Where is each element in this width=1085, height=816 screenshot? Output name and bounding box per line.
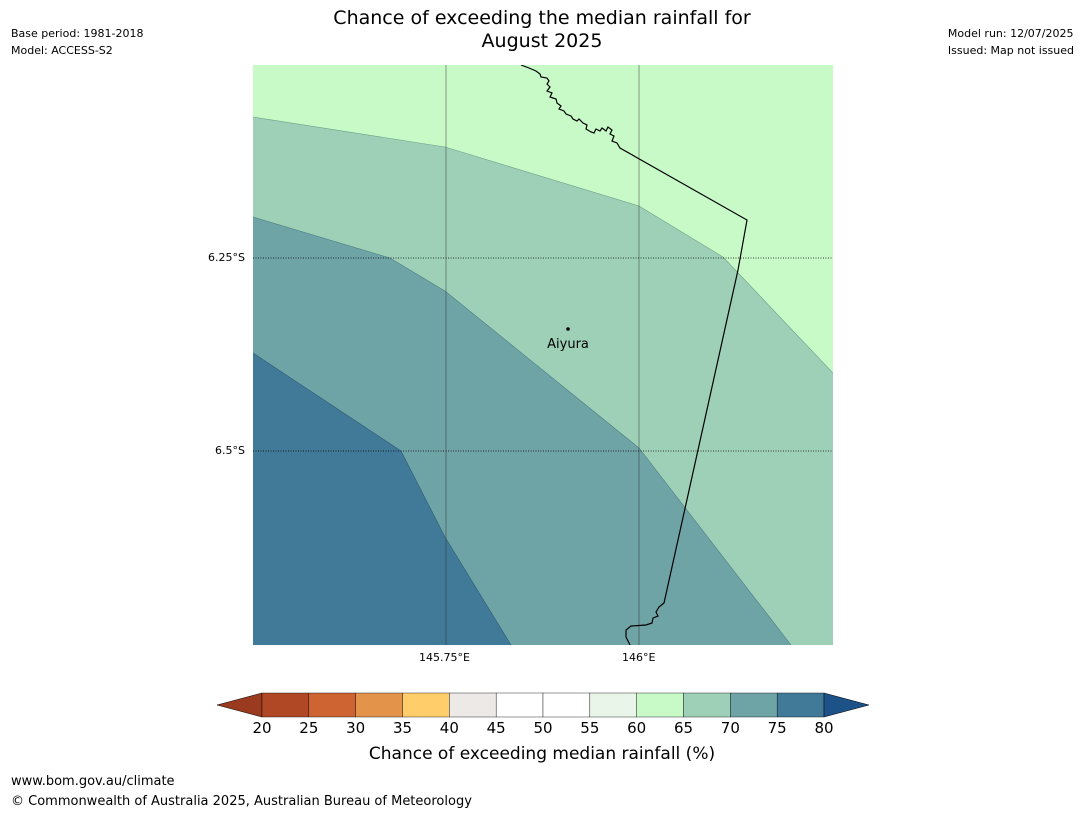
colorbar-tick-label: 35 xyxy=(392,719,413,737)
map-title: Chance of exceeding the median rainfall … xyxy=(242,7,842,53)
colorbar-tick-label: 70 xyxy=(720,719,740,737)
lon-label-145-75: 145.75°E xyxy=(419,651,470,664)
lat-label-6-25: 6.25°S xyxy=(208,251,245,264)
place-marker xyxy=(566,327,570,331)
rainfall-map: Aiyura xyxy=(253,65,833,645)
colorbar-tick-label: 75 xyxy=(767,719,787,737)
lat-label-6-5: 6.5°S xyxy=(215,444,245,457)
colorbar-segment xyxy=(355,692,403,718)
colorbar-extend-high xyxy=(823,692,870,718)
meta-right: Model run: 12/07/2025 Issued: Map not is… xyxy=(948,25,1074,59)
colorbar-tick-label: 45 xyxy=(486,719,506,737)
colorbar-tick-label: 55 xyxy=(580,719,600,737)
issued-status: Issued: Map not issued xyxy=(947,44,1074,57)
place-label: Aiyura xyxy=(547,337,589,352)
model-run: Model run: 12/07/2025 xyxy=(947,27,1074,40)
title-line-1: Chance of exceeding the median rainfall … xyxy=(333,7,751,29)
colorbar-tick-label: 60 xyxy=(627,719,647,737)
title-line-2: August 2025 xyxy=(481,30,603,52)
colorbar-segment xyxy=(589,692,637,718)
colorbar-segment xyxy=(683,692,731,718)
contour-70 xyxy=(253,216,792,645)
province-border xyxy=(520,65,748,645)
colorbar-segment xyxy=(636,692,684,718)
colorbar-segment xyxy=(449,692,497,718)
colorbar-tick-label: 50 xyxy=(533,719,553,737)
zone-75-80 xyxy=(253,353,511,645)
colorbar-segment xyxy=(308,692,356,718)
colorbar xyxy=(216,692,870,718)
colorbar-tick-label: 25 xyxy=(299,719,319,737)
colorbar-segment xyxy=(542,692,591,718)
model-name: Model: ACCESS-S2 xyxy=(11,44,113,57)
base-period: Base period: 1981-2018 xyxy=(11,27,144,40)
colorbar-segment xyxy=(261,692,310,718)
meta-left: Base period: 1981-2018 Model: ACCESS-S2 xyxy=(11,25,143,59)
colorbar-segment xyxy=(730,692,778,718)
colorbar-extend-low xyxy=(216,692,263,718)
colorbar-tick-label: 40 xyxy=(439,719,459,737)
colorbar-tick-label: 20 xyxy=(252,719,272,737)
colorbar-segment xyxy=(402,692,450,718)
lon-label-146: 146°E xyxy=(622,651,656,664)
colorbar-tick-label: 30 xyxy=(346,719,366,737)
colorbar-tick-label: 80 xyxy=(814,719,834,737)
footer-url: www.bom.gov.au/climate xyxy=(11,774,175,789)
colorbar-segment xyxy=(776,692,825,718)
colorbar-tick-label: 65 xyxy=(673,719,694,737)
colorbar-segments xyxy=(261,692,825,718)
footer-copyright: © Commonwealth of Australia 2025, Austra… xyxy=(11,794,472,809)
contour-75 xyxy=(253,352,512,645)
colorbar-label: Chance of exceeding median rainfall (%) xyxy=(368,744,716,764)
colorbar-segment xyxy=(495,692,544,718)
